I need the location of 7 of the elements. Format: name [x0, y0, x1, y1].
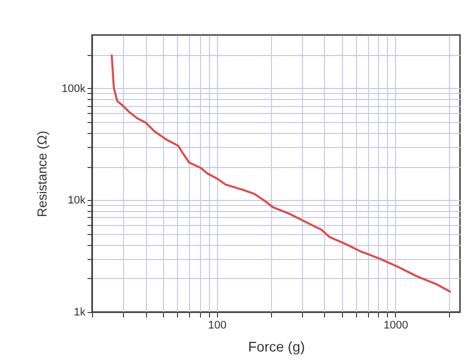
y-tick-label: 100k: [62, 82, 86, 95]
x-tick-label: 100: [208, 320, 226, 332]
x-axis-title: Force (g): [248, 338, 305, 354]
x-tick-label: 1000: [384, 320, 408, 332]
y-axis-title: Resistance (Ω): [34, 130, 50, 218]
y-tick-label: 1k: [74, 306, 86, 318]
y-tick-label: 10k: [68, 194, 86, 207]
